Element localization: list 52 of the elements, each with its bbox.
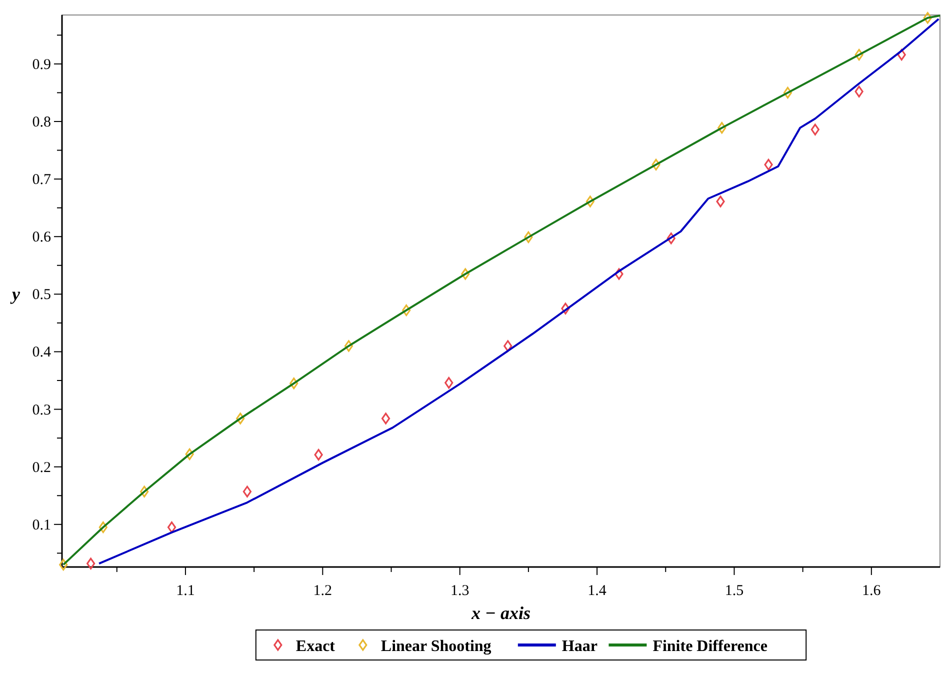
legend-label: Finite Difference: [652, 638, 768, 655]
legend-label: Linear Shooting: [380, 638, 492, 655]
point: [185, 448, 194, 460]
x-tick-label: 1.1: [176, 583, 195, 599]
legend-label: Exact: [296, 638, 336, 655]
point: [652, 158, 660, 170]
point: [716, 196, 725, 208]
y-tick-label: 0.2: [32, 460, 51, 476]
point: [614, 268, 624, 280]
y-tick-label: 0.4: [32, 344, 52, 361]
point: [504, 340, 512, 352]
x-tick-label: 1.4: [588, 583, 607, 599]
point: [167, 521, 176, 534]
y-tick-label: 0.8: [32, 114, 51, 130]
point: [854, 86, 864, 98]
point: [402, 304, 411, 316]
x-tick-label: 1.5: [724, 583, 744, 599]
point: [86, 558, 96, 570]
y-axis-title: y: [10, 284, 21, 304]
point: [236, 412, 245, 424]
point: [666, 232, 676, 244]
point: [718, 122, 726, 134]
y-tick-label: 0.9: [32, 56, 51, 73]
point: [381, 412, 390, 424]
point: [810, 124, 820, 136]
point: [783, 86, 792, 99]
point: [290, 378, 298, 390]
point: [897, 48, 906, 61]
y-tick-label: 0.3: [32, 402, 51, 418]
point: [140, 486, 149, 498]
point: [854, 48, 864, 61]
point: [923, 12, 932, 24]
x-tick-label: 1.2: [313, 583, 332, 599]
point: [586, 196, 594, 208]
point: [344, 340, 354, 352]
y-tick-label: 0.6: [32, 230, 52, 246]
point: [561, 302, 570, 314]
point: [764, 158, 773, 170]
point: [314, 448, 323, 461]
point: [59, 558, 68, 570]
x-axis-title: x − axis: [470, 603, 530, 623]
point: [444, 377, 454, 389]
point: [242, 486, 252, 498]
legend-label: Haar: [562, 638, 598, 655]
y-tick-label: 0.7: [32, 172, 52, 188]
point: [461, 268, 470, 280]
y-tick-label: 0.5: [32, 287, 51, 304]
point: [524, 231, 533, 243]
point: [98, 521, 108, 534]
x-tick-label: 1.6: [862, 583, 882, 599]
x-tick-label: 1.3: [450, 583, 470, 599]
y-tick-label: 0.1: [32, 517, 51, 534]
